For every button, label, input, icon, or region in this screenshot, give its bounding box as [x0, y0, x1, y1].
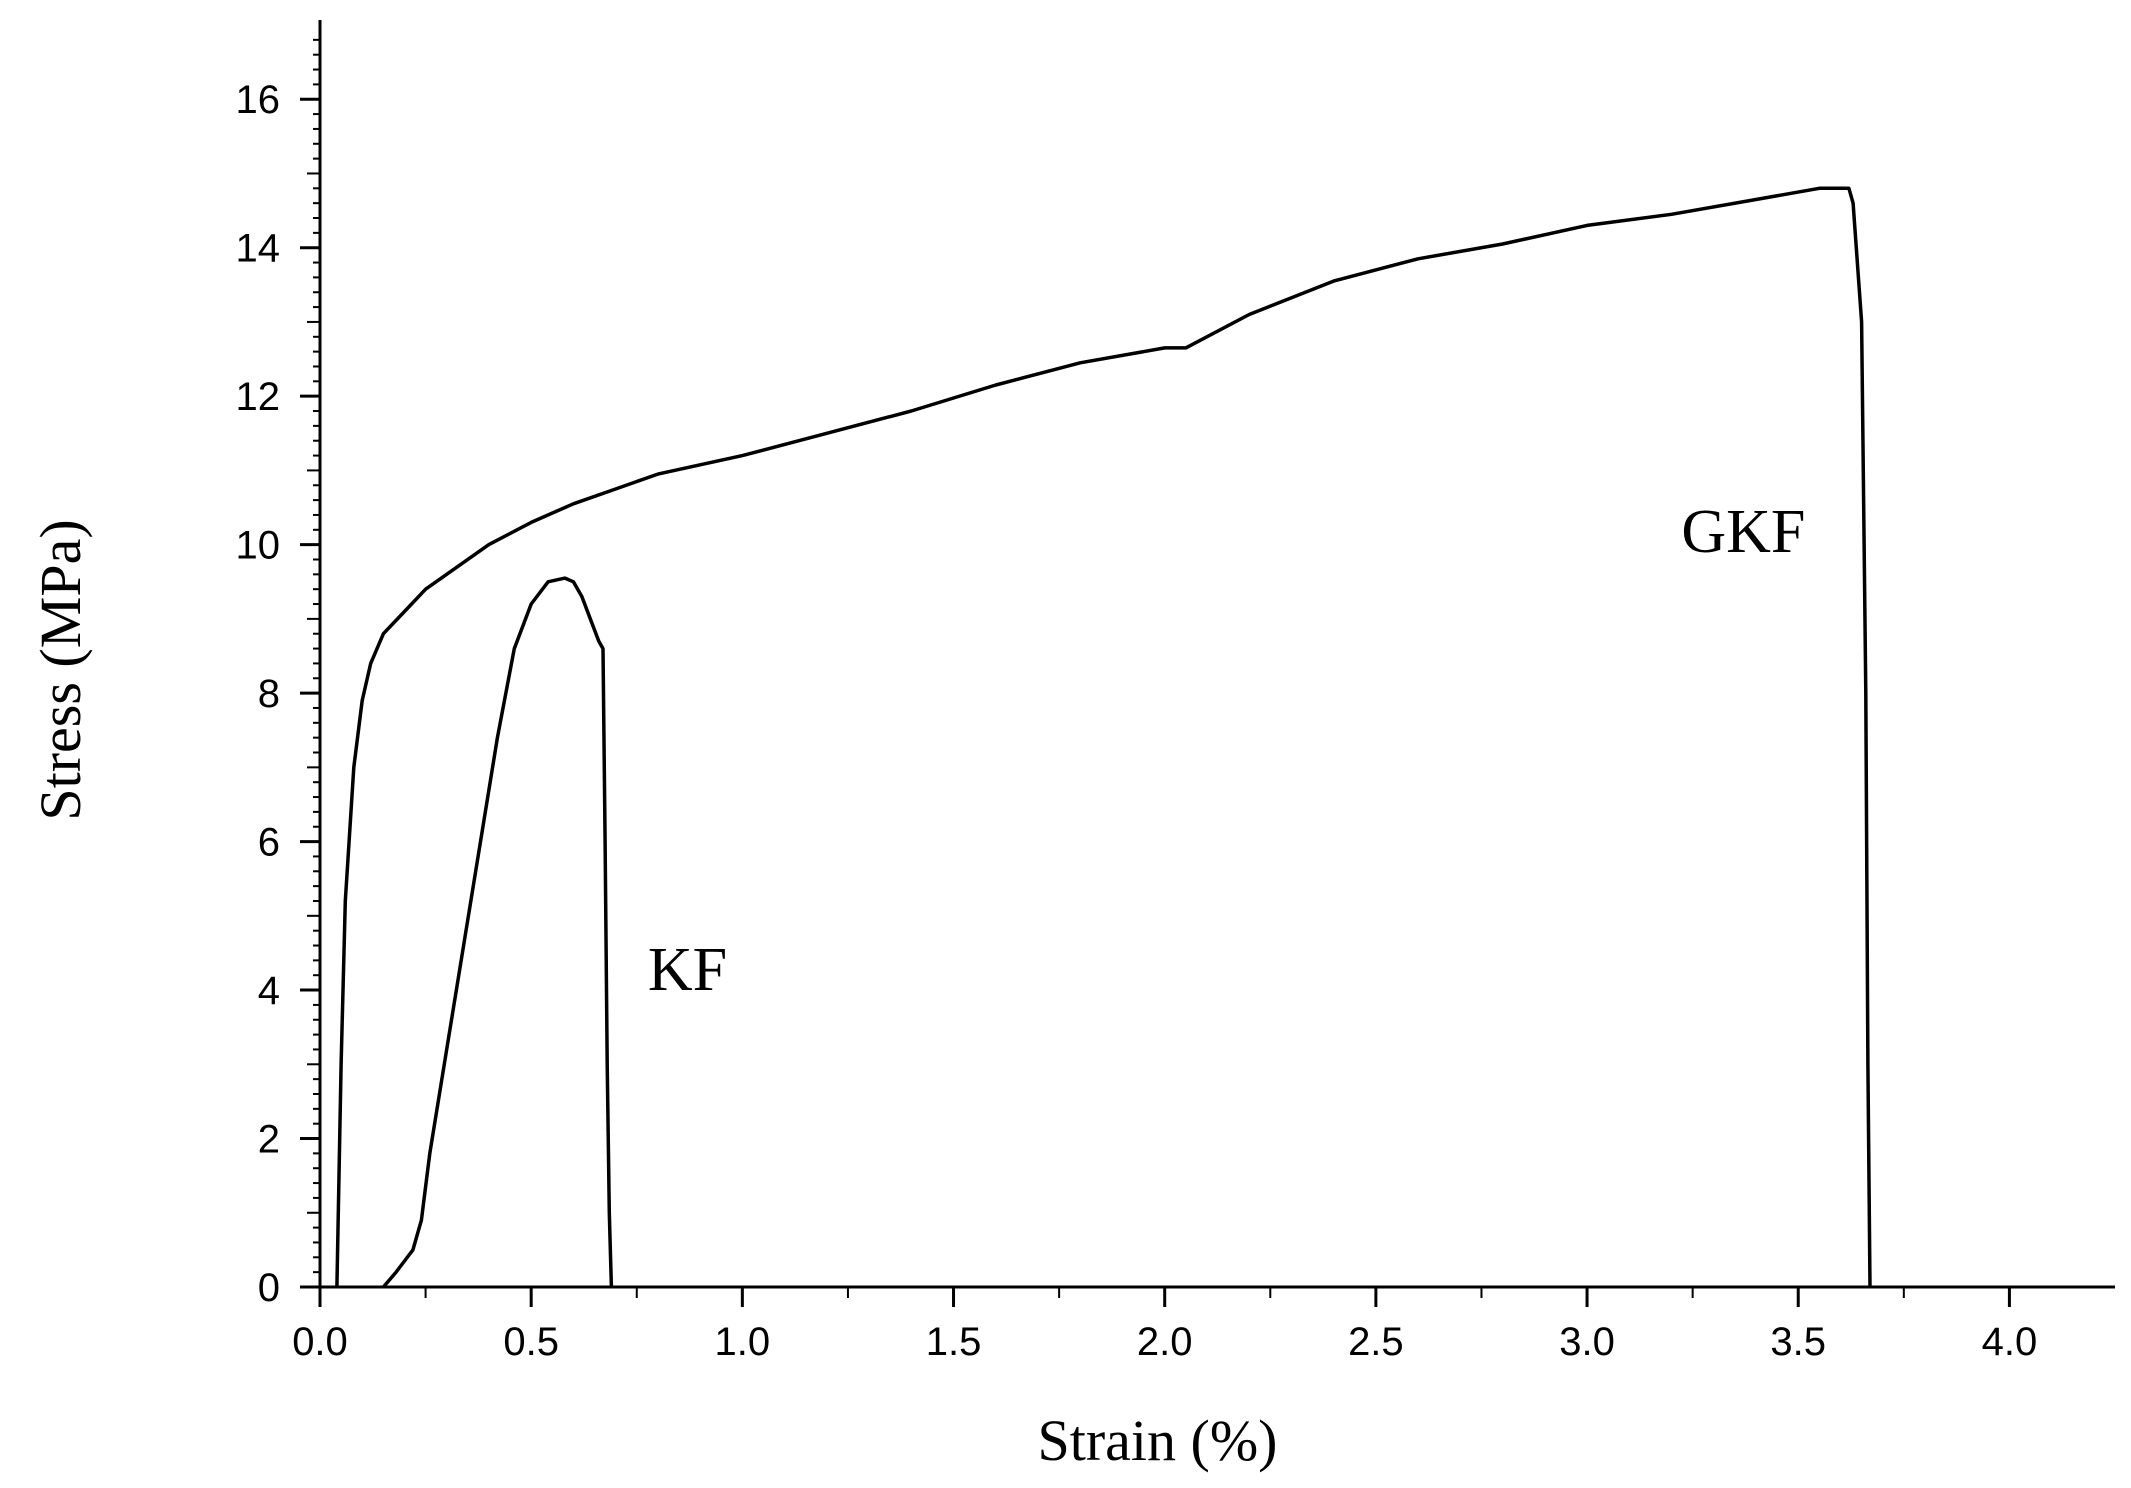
x-tick-label: 3.5	[1770, 1320, 1826, 1364]
y-tick-label: 16	[236, 78, 281, 122]
y-tick-label: 2	[258, 1118, 280, 1162]
y-tick-label: 0	[258, 1266, 280, 1310]
y-axis-title: Stress (MPa)	[28, 519, 93, 820]
ticks	[300, 38, 2011, 1307]
x-tick-label: 4.0	[1982, 1320, 2038, 1364]
y-tick-label: 12	[236, 375, 281, 419]
x-axis-title: Strain (%)	[1038, 1408, 1278, 1473]
y-tick-label: 8	[258, 672, 280, 716]
series-annotation: GKF	[1681, 498, 1805, 566]
y-tick-label: 10	[236, 524, 281, 568]
x-tick-label: 2.0	[1137, 1320, 1193, 1364]
series-annotation: KF	[648, 936, 727, 1004]
axes	[318, 20, 2115, 1289]
x-tick-label: 1.5	[926, 1320, 982, 1364]
series-line-gkf	[335, 186, 1872, 1288]
x-tick-label: 3.0	[1559, 1320, 1615, 1364]
series-line-kf	[382, 576, 614, 1289]
x-tick-label: 0.5	[503, 1320, 559, 1364]
y-tick-label: 14	[236, 227, 281, 271]
x-tick-label: 1.0	[715, 1320, 771, 1364]
series	[335, 186, 1872, 1289]
x-tick-label: 0.0	[292, 1320, 348, 1364]
y-tick-label: 6	[258, 821, 280, 865]
y-tick-label: 4	[258, 969, 280, 1013]
x-tick-label: 2.5	[1348, 1320, 1404, 1364]
labels: 0.0 0.5 1.0 1.5 2.0 2.5 3.0 3.5 4.0 0 2 4 6 8 10 12 14 16…	[28, 78, 2037, 1473]
